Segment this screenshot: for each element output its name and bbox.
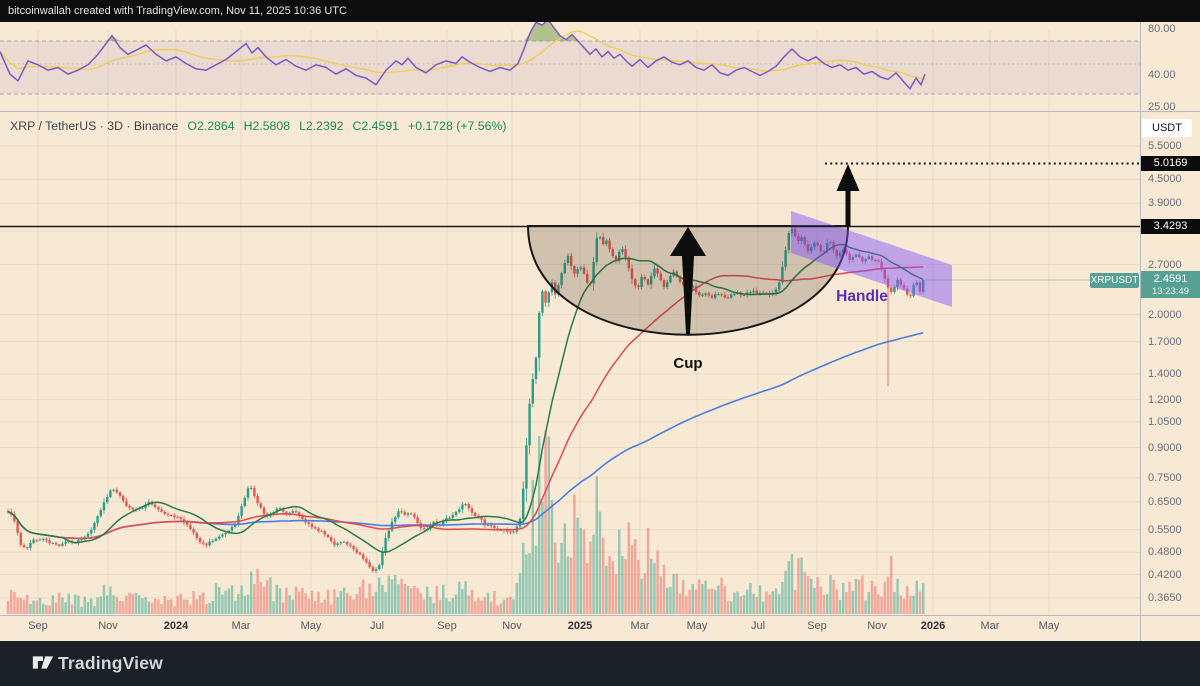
price-tick-label: 4.5000 [1148, 173, 1182, 186]
ohlc-high: H2.5808 [243, 119, 291, 133]
bar-countdown: 13:23:49 [1152, 286, 1189, 297]
price-tick-label: 1.7000 [1148, 335, 1182, 348]
time-tick-label: Nov [502, 620, 522, 632]
last-price-value: 2.4591 [1153, 273, 1188, 285]
time-tick-label: Jul [369, 620, 385, 632]
time-tick-label: Sep [807, 620, 827, 632]
price-tick-label: 0.9000 [1148, 441, 1182, 454]
currency-badge[interactable]: USDT [1142, 119, 1192, 137]
price-tick-label: 0.6500 [1148, 495, 1182, 508]
time-tick-label: May [686, 620, 708, 632]
time-tick-label: Mar [980, 620, 1000, 632]
last-price-badge: 2.4591 13:23:49 [1141, 271, 1200, 298]
ohlc-change: +0.1728 (+7.56%) [408, 119, 507, 133]
time-tick-label: Nov [98, 620, 118, 632]
symbol-legend[interactable]: XRP / TetherUS · 3D · Binance O2.2864 H2.5… [10, 119, 506, 133]
time-tick-label: Sep [437, 620, 457, 632]
time-tick-year-label: 2024 [163, 620, 189, 632]
price-tick-label: 0.3650 [1148, 591, 1182, 604]
ohlc-close: C2.4591 [352, 119, 400, 133]
symbol-title[interactable]: XRP / TetherUS · 3D · Binance [10, 119, 179, 133]
price-tick-label: 0.4800 [1148, 546, 1182, 559]
ohlc-open: O2.2864 [187, 119, 235, 133]
time-tick-year-label: 2026 [920, 620, 946, 632]
time-tick-label: May [300, 620, 322, 632]
price-tick-label: 2.0000 [1148, 308, 1182, 321]
handle-pattern-label[interactable]: Handle [836, 288, 888, 305]
price-tick-label: 0.5500 [1148, 523, 1182, 536]
ohlc-low: L2.2392 [299, 119, 344, 133]
attribution-text: bitcoinwallah created with TradingView.c… [8, 5, 347, 17]
price-tick-label: 3.9000 [1148, 197, 1182, 210]
price-tick-label: 5.5000 [1148, 140, 1182, 152]
cup-pattern-label[interactable]: Cup [673, 355, 703, 372]
time-tick-label: Nov [867, 620, 887, 632]
price-tick-label: 0.7500 [1148, 471, 1182, 484]
indicator-tick-label: 25.00 [1148, 101, 1176, 113]
time-tick-label: Jul [750, 620, 766, 632]
last-price-symbol-chip: XRPUSDT [1090, 273, 1139, 288]
indicator-tick-label: 40.00 [1148, 69, 1176, 81]
price-tick-label: 0.4200 [1148, 568, 1182, 581]
time-tick-label: Mar [231, 620, 251, 632]
price-tick-label: 1.0500 [1148, 415, 1182, 428]
time-tick-label: Sep [28, 620, 48, 632]
price-tick-label: 2.7000 [1148, 258, 1182, 271]
target-price-badge: 5.0169 [1141, 156, 1200, 171]
tradingview-wordmark[interactable]: TradingView [58, 653, 163, 673]
price-tick-label: 1.2000 [1148, 393, 1182, 406]
time-tick-label: Mar [630, 620, 650, 632]
attribution-bar: bitcoinwallah created with TradingView.c… [0, 0, 1200, 22]
tradingview-logo-icon[interactable] [32, 654, 54, 674]
tradingview-footer: TradingView [0, 641, 1200, 686]
time-tick-year-label: 2025 [567, 620, 593, 632]
resistance-price-badge: 3.4293 [1141, 219, 1200, 234]
indicator-tick-label: 80.00 [1148, 23, 1176, 35]
time-tick-label: May [1038, 620, 1060, 632]
price-tick-label: 1.4000 [1148, 367, 1182, 380]
